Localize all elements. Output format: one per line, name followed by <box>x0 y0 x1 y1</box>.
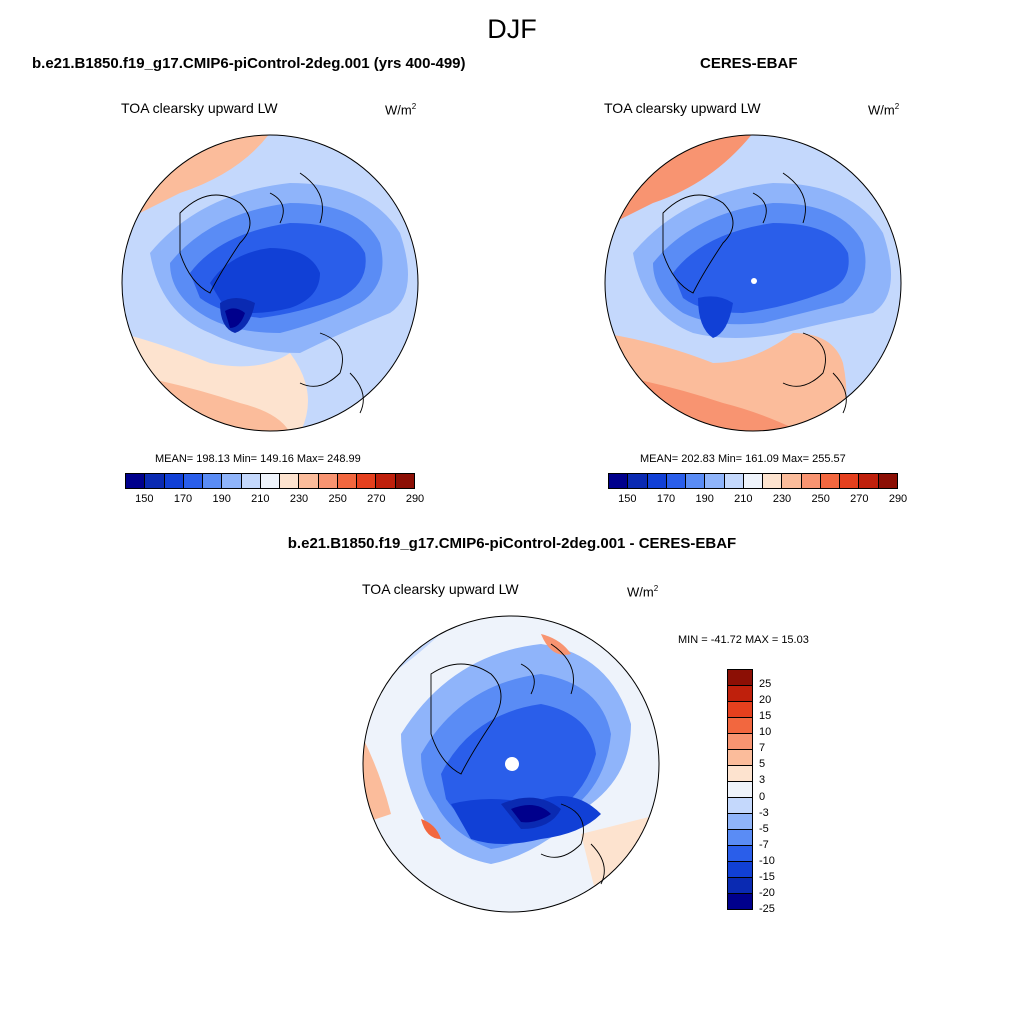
colorbar-swatch <box>126 474 146 488</box>
colorbar-tick-label: 0 <box>759 790 766 803</box>
panel-model-title: b.e21.B1850.f19_g17.CMIP6-piControl-2deg… <box>32 55 466 72</box>
colorbar-swatch <box>395 474 414 488</box>
colorbar-swatch <box>763 474 783 488</box>
colorbar-tick-label: 3 <box>759 774 766 787</box>
panel-diff-title: b.e21.B1850.f19_g17.CMIP6-piControl-2deg… <box>287 535 737 552</box>
colorbar-tick-label: 25 <box>759 678 772 691</box>
colorbar-swatch <box>241 474 261 488</box>
colorbar-swatch <box>647 474 667 488</box>
colorbar-swatch <box>728 846 752 862</box>
colorbar-tick-label: 150 <box>135 493 154 505</box>
colorbar-swatch <box>337 474 358 488</box>
colorbar-swatch <box>728 798 752 814</box>
colorbar-tick-label: 250 <box>328 493 347 505</box>
panel-obs-stats: MEAN= 202.83 Min= 161.09 Max= 255.57 <box>640 453 846 465</box>
colorbar-swatch <box>686 474 706 488</box>
colorbar-tick-label: -5 <box>759 822 769 835</box>
colorbar-tick-label: -3 <box>759 806 769 819</box>
panel-model-colorbar: 150 170 190 210 230 250 270 290 <box>125 473 424 505</box>
colorbar-swatch <box>728 878 752 894</box>
colorbar-swatch <box>299 474 319 488</box>
colorbar-swatch <box>280 474 300 488</box>
colorbar-swatch <box>728 814 752 830</box>
panel-model-field-label: TOA clearsky upward LW <box>121 100 278 116</box>
colorbar-tick-label: -20 <box>759 886 775 899</box>
main-title: DJF <box>487 14 537 44</box>
colorbar-swatch <box>318 474 338 488</box>
colorbar-tick-label: 270 <box>367 493 386 505</box>
colorbar-swatch <box>666 474 687 488</box>
colorbar-tick-label: 190 <box>212 493 231 505</box>
colorbar-tick-label: 210 <box>734 493 753 505</box>
colorbar-swatch <box>782 474 802 488</box>
colorbar-swatch <box>222 474 242 488</box>
colorbar-tick-label: 170 <box>656 493 676 505</box>
panel-model-stats: MEAN= 198.13 Min= 149.16 Max= 248.99 <box>155 453 361 465</box>
colorbar-swatch <box>260 474 281 488</box>
colorbar-tick-label: 290 <box>405 493 425 505</box>
panel-diff-polar-map <box>362 615 660 913</box>
colorbar-swatch <box>728 718 752 734</box>
colorbar-swatch <box>728 750 752 766</box>
colorbar-tick-label: -25 <box>759 903 775 915</box>
colorbar-tick-label: 290 <box>888 493 908 505</box>
colorbar-tick-label: 230 <box>289 493 309 505</box>
colorbar-swatch <box>801 474 821 488</box>
panel-obs-colorbar: 150 170 190 210 230 250 270 290 <box>608 473 907 505</box>
colorbar-swatch <box>728 702 752 718</box>
colorbar-swatch <box>728 830 752 846</box>
panel-obs-units: W/m2 <box>868 102 900 118</box>
panel-diff-colorbar-labels: 25 20 15 10 7 5 3 0 -3 -5 -7 -10 -15 -20 -25 <box>759 669 799 915</box>
colorbar-swatch <box>164 474 184 488</box>
colorbar-swatch <box>628 474 648 488</box>
colorbar-swatch <box>609 474 629 488</box>
colorbar-swatch <box>859 474 879 488</box>
panel-obs-field-label: TOA clearsky upward LW <box>604 100 761 116</box>
colorbar-swatch <box>203 474 223 488</box>
colorbar-tick-label: -10 <box>759 854 775 867</box>
colorbar-tick-label: 15 <box>759 710 772 723</box>
colorbar-swatch <box>357 474 377 488</box>
panel-diff-units: W/m2 <box>627 584 659 600</box>
colorbar-tick-label: 7 <box>759 742 766 755</box>
colorbar-swatch <box>145 474 165 488</box>
colorbar-tick-label: 170 <box>173 493 193 505</box>
colorbar-swatch <box>728 766 752 782</box>
colorbar-swatch <box>878 474 897 488</box>
colorbar-tick-label: 10 <box>759 726 772 739</box>
panel-diff-stats: MIN = -41.72 MAX = 15.03 <box>678 634 809 646</box>
colorbar-tick-label: 250 <box>811 493 830 505</box>
colorbar-swatch <box>728 894 752 909</box>
colorbar-swatch <box>705 474 725 488</box>
colorbar-swatch <box>728 862 752 878</box>
colorbar-swatch <box>728 670 752 686</box>
panel-obs-title: CERES-EBAF <box>700 55 798 72</box>
colorbar-swatch <box>376 474 396 488</box>
panel-obs-polar-map <box>604 134 902 432</box>
colorbar-tick-label: 150 <box>618 493 637 505</box>
colorbar-swatch <box>728 686 752 702</box>
colorbar-tick-label: 270 <box>850 493 869 505</box>
colorbar-swatch <box>728 734 752 750</box>
colorbar-tick-label: 210 <box>251 493 270 505</box>
colorbar-tick-label: -7 <box>759 838 769 851</box>
panel-diff-colorbar <box>727 669 753 910</box>
panel-model-units: W/m2 <box>385 102 417 118</box>
colorbar-swatch <box>840 474 860 488</box>
colorbar-swatch <box>820 474 841 488</box>
colorbar-swatch <box>743 474 764 488</box>
colorbar-tick-label: 5 <box>759 758 766 771</box>
colorbar-tick-label: 190 <box>695 493 714 505</box>
panel-diff-field-label: TOA clearsky upward LW <box>362 581 519 597</box>
colorbar-swatch <box>724 474 744 488</box>
panel-model-polar-map <box>121 134 419 432</box>
colorbar-swatch <box>183 474 204 488</box>
colorbar-tick-label: 20 <box>759 694 772 707</box>
colorbar-tick-label: 230 <box>772 493 792 505</box>
colorbar-swatch <box>728 782 752 798</box>
colorbar-tick-label: -15 <box>759 870 775 883</box>
